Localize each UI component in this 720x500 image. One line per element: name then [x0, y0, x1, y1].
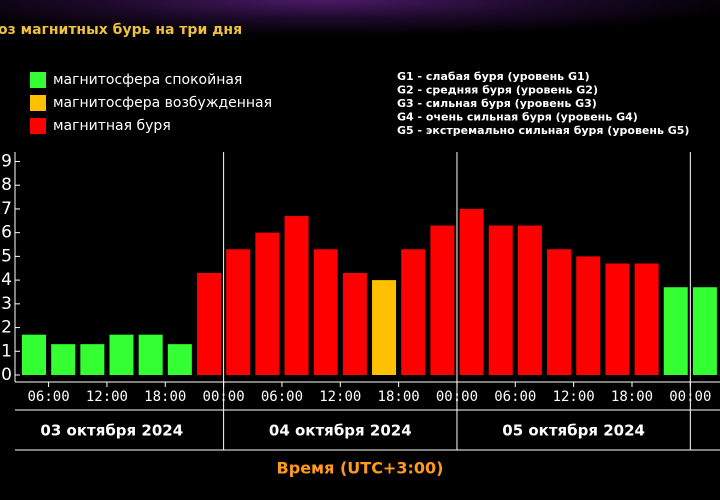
bar: [517, 225, 542, 375]
x-axis-title: Время (UTC+3:00): [277, 459, 444, 478]
x-tick-label: 12:00: [86, 389, 128, 405]
x-tick-label: 18:00: [144, 389, 186, 405]
y-tick-label: 5: [1, 246, 12, 266]
bar: [430, 225, 455, 375]
x-tick-label: 06:00: [28, 389, 70, 405]
bar: [138, 334, 163, 375]
bar: [459, 208, 484, 375]
bar: [255, 232, 280, 375]
x-tick-label: 18:00: [378, 389, 420, 405]
legend-swatch: [30, 118, 46, 134]
x-tick-label: 06:00: [494, 389, 536, 405]
header-background: [0, 0, 720, 60]
bar: [197, 272, 222, 375]
scale-note: G3 - сильная буря (уровень G3): [397, 97, 597, 110]
bar: [401, 249, 426, 375]
bar: [51, 344, 76, 375]
bar: [80, 344, 105, 375]
day-label: 04 октября 2024: [269, 422, 412, 440]
x-tick-label: 12:00: [553, 389, 595, 405]
y-tick-label: 3: [1, 294, 12, 314]
scale-note: G5 - экстремально сильная буря (уровень …: [397, 124, 689, 137]
chart-title: оз магнитных бурь на три дня: [0, 22, 242, 38]
y-tick-label: 2: [1, 318, 12, 338]
bar: [692, 287, 717, 375]
scale-note: G2 - средняя буря (уровень G2): [397, 84, 598, 97]
y-tick-label: 4: [1, 270, 12, 290]
y-tick-label: 6: [1, 223, 12, 243]
x-tick-label: 12:00: [319, 389, 361, 405]
x-tick-label: 18:00: [611, 389, 653, 405]
y-tick-label: 9: [1, 151, 12, 171]
bar: [547, 249, 572, 375]
y-tick-label: 8: [1, 175, 12, 195]
legend-label: магнитосфера возбужденная: [53, 95, 272, 111]
legend-label: магнитосфера спокойная: [53, 72, 242, 88]
y-tick-label: 0: [1, 365, 12, 385]
day-label: 05 октября 2024: [502, 422, 645, 440]
bar: [488, 225, 513, 375]
bar: [226, 249, 251, 375]
bar: [634, 263, 659, 375]
bar: [284, 216, 309, 375]
bar: [167, 344, 192, 375]
bar: [109, 334, 134, 375]
scale-note: G1 - слабая буря (уровень G1): [397, 70, 590, 83]
bar: [605, 263, 630, 375]
bar: [663, 287, 688, 375]
scale-note: G4 - очень сильная буря (уровень G4): [397, 111, 638, 124]
bar: [342, 272, 367, 375]
bar: [372, 280, 397, 375]
bar: [22, 334, 46, 375]
legend-swatch: [30, 72, 46, 88]
bar: [313, 249, 338, 375]
bar: [576, 256, 601, 375]
legend-label: магнитная буря: [53, 118, 171, 134]
day-label: 03 октября 2024: [40, 422, 183, 440]
y-tick-label: 7: [1, 199, 12, 219]
legend-swatch: [30, 95, 46, 111]
x-tick-label: 06:00: [261, 389, 303, 405]
y-tick-label: 1: [1, 341, 12, 361]
